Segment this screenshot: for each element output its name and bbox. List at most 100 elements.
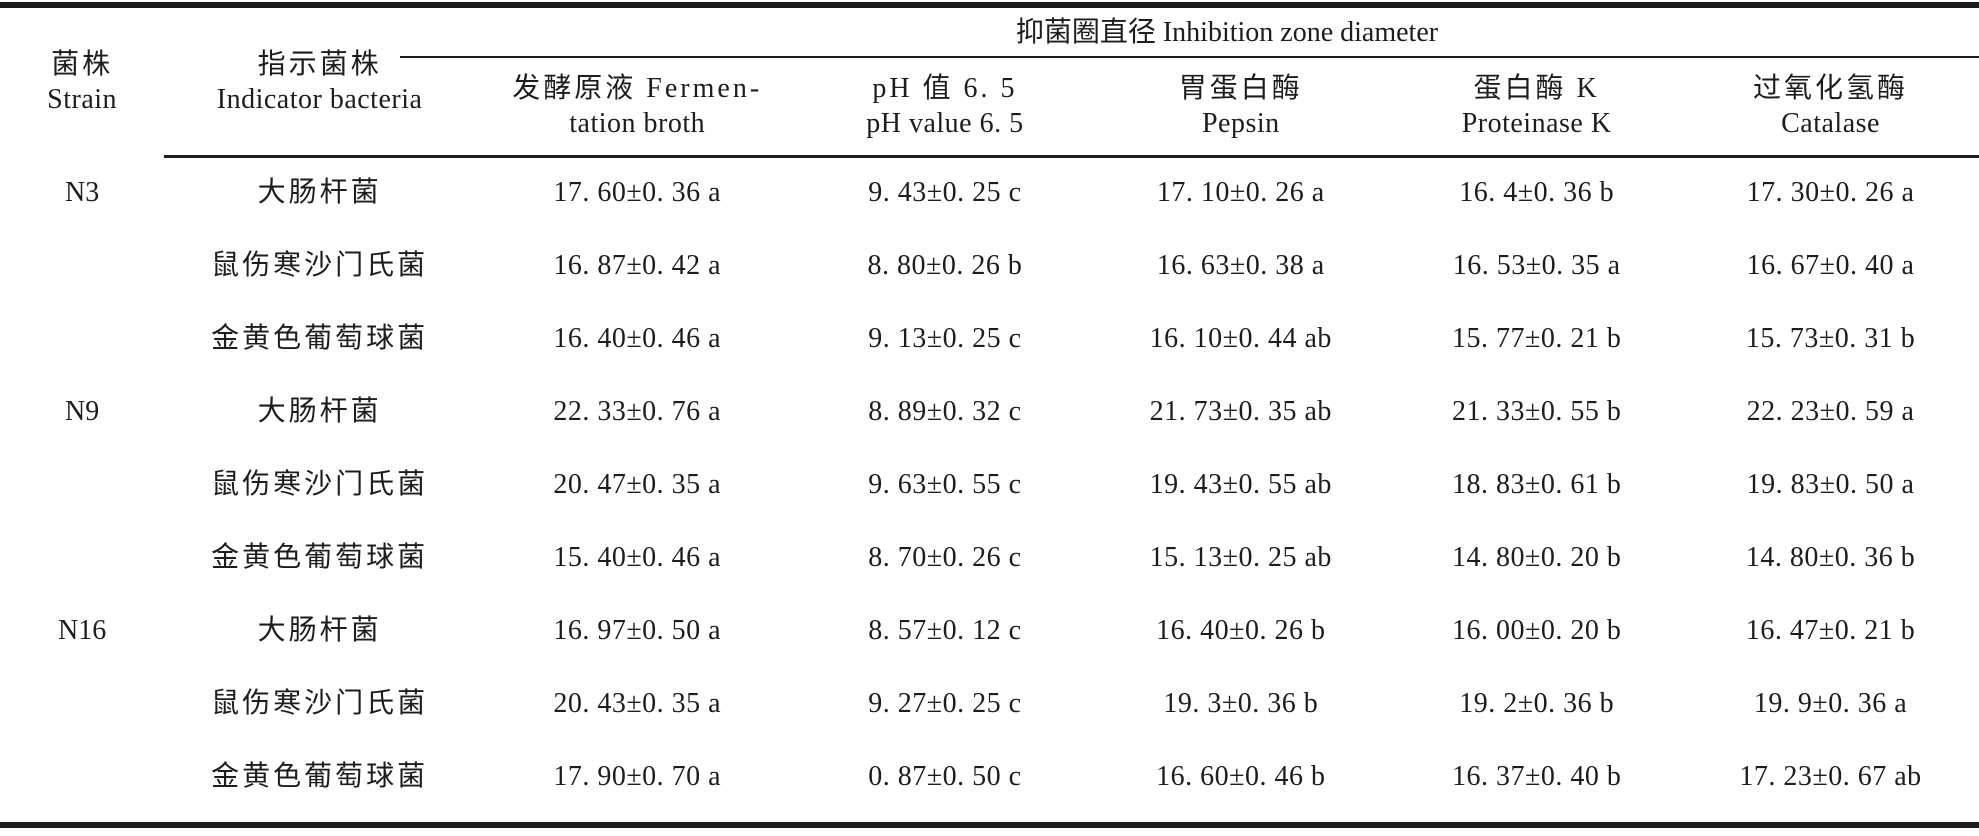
indicator-cell: 大肠杆菌	[257, 396, 382, 427]
table-row: 金黄色葡萄球菌 15. 40±0. 46 a 8. 70±0. 26 c 15.…	[0, 521, 1979, 594]
indicator-header-cell: 指示菌株 Indicator bacteria	[164, 8, 475, 156]
table-row: N16 大肠杆菌 16. 97±0. 50 a 8. 57±0. 12 c 16…	[0, 594, 1979, 667]
column-header-en: Catalase	[1781, 108, 1880, 139]
strain-cell: N9	[65, 396, 100, 427]
value-cell: 16. 60±0. 46 b	[1156, 761, 1326, 792]
column-header-en: pH value 6. 5	[866, 108, 1024, 139]
strain-cell: N16	[58, 615, 107, 646]
indicator-cell: 金黄色葡萄球菌	[211, 761, 429, 792]
value-cell: 16. 00±0. 20 b	[1451, 615, 1622, 646]
value-cell: 15. 13±0. 25 ab	[1149, 542, 1332, 573]
value-cell: 9. 63±0. 55 c	[868, 469, 1022, 500]
table-bottom-rule	[0, 822, 1979, 828]
column-header-zh: 过氧化氢酶	[1753, 73, 1909, 104]
column-header-row: 发酵原液 Fermen- tation broth pH 值 6. 5 pH v…	[0, 56, 1979, 156]
strain-header-en: Strain	[47, 84, 118, 115]
value-cell: 18. 83±0. 61 b	[1451, 469, 1622, 500]
inhibition-zone-table: 菌株 Strain 指示菌株 Indicator bacteria 抑菌圈直径 …	[0, 8, 1979, 813]
value-cell: 9. 13±0. 25 c	[868, 323, 1022, 354]
value-cell: 16. 40±0. 26 b	[1156, 615, 1326, 646]
value-cell: 14. 80±0. 20 b	[1451, 542, 1622, 573]
value-cell: 22. 33±0. 76 a	[553, 396, 722, 427]
strain-cell	[0, 667, 164, 740]
table-row: 鼠伤寒沙门氏菌 20. 47±0. 35 a 9. 63±0. 55 c 19.…	[0, 448, 1979, 521]
value-cell: 20. 43±0. 35 a	[553, 688, 722, 719]
column-header-zh: 发酵原液 Fermen-	[512, 73, 763, 104]
strain-cell	[0, 740, 164, 813]
value-cell: 8. 57±0. 12 c	[868, 615, 1022, 646]
value-cell: 17. 10±0. 26 a	[1156, 177, 1325, 208]
indicator-cell: 鼠伤寒沙门氏菌	[211, 250, 429, 281]
value-cell: 16. 53±0. 35 a	[1452, 250, 1621, 281]
table-row: 金黄色葡萄球菌 16. 40±0. 46 a 9. 13±0. 25 c 16.…	[0, 302, 1979, 375]
value-cell: 16. 4±0. 36 b	[1459, 177, 1615, 208]
column-header-en: Proteinase K	[1461, 108, 1612, 139]
table-row: N9 大肠杆菌 22. 33±0. 76 a 8. 89±0. 32 c 21.…	[0, 375, 1979, 448]
indicator-cell: 鼠伤寒沙门氏菌	[211, 469, 429, 500]
value-cell: 17. 23±0. 67 ab	[1739, 761, 1922, 792]
strain-cell	[0, 448, 164, 521]
value-cell: 8. 80±0. 26 b	[867, 250, 1023, 281]
table-row: 鼠伤寒沙门氏菌 16. 87±0. 42 a 8. 80±0. 26 b 16.…	[0, 229, 1979, 302]
column-header-en: tation broth	[569, 108, 706, 139]
strain-cell: N3	[65, 177, 100, 208]
value-cell: 9. 27±0. 25 c	[868, 688, 1022, 719]
value-cell: 16. 40±0. 46 a	[553, 323, 722, 354]
value-cell: 19. 2±0. 36 b	[1459, 688, 1615, 719]
indicator-cell: 金黄色葡萄球菌	[211, 323, 429, 354]
column-header-proteinase-k: 蛋白酶 K Proteinase K	[1391, 56, 1682, 156]
group-header-cell: 抑菌圈直径 Inhibition zone diameter	[1015, 16, 1439, 48]
value-cell: 16. 37±0. 40 b	[1451, 761, 1622, 792]
value-cell: 16. 63±0. 38 a	[1156, 250, 1325, 281]
table-top-rule	[0, 2, 1979, 8]
value-cell: 17. 30±0. 26 a	[1746, 177, 1915, 208]
column-header-zh: 胃蛋白酶	[1178, 73, 1303, 104]
value-cell: 16. 97±0. 50 a	[553, 615, 722, 646]
strain-cell	[0, 229, 164, 302]
indicator-cell: 大肠杆菌	[257, 177, 382, 208]
value-cell: 16. 47±0. 21 b	[1745, 615, 1916, 646]
column-header-pepsin: 胃蛋白酶 Pepsin	[1090, 56, 1391, 156]
value-cell: 21. 73±0. 35 ab	[1149, 396, 1332, 427]
value-cell: 17. 90±0. 70 a	[553, 761, 722, 792]
indicator-header-zh: 指示菌株	[257, 49, 382, 80]
value-cell: 9. 43±0. 25 c	[868, 177, 1022, 208]
indicator-cell: 金黄色葡萄球菌	[211, 542, 429, 573]
indicator-cell: 大肠杆菌	[257, 615, 382, 646]
table-row: 鼠伤寒沙门氏菌 20. 43±0. 35 a 9. 27±0. 25 c 19.…	[0, 667, 1979, 740]
strain-header-cell: 菌株 Strain	[0, 8, 164, 156]
indicator-cell: 鼠伤寒沙门氏菌	[211, 688, 429, 719]
column-header-rule	[164, 155, 1979, 158]
value-cell: 21. 33±0. 55 b	[1451, 396, 1622, 427]
value-cell: 16. 87±0. 42 a	[553, 250, 722, 281]
column-header-zh: pH 值 6. 5	[872, 73, 1018, 104]
value-cell: 14. 80±0. 36 b	[1745, 542, 1916, 573]
indicator-header-en: Indicator bacteria	[216, 84, 423, 115]
strain-header-zh: 菌株	[51, 49, 114, 80]
column-header-fermentation-broth: 发酵原液 Fermen- tation broth	[475, 56, 800, 156]
group-header-row: 菌株 Strain 指示菌株 Indicator bacteria 抑菌圈直径 …	[0, 8, 1979, 116]
value-cell: 19. 83±0. 50 a	[1746, 469, 1915, 500]
value-cell: 19. 9±0. 36 a	[1753, 688, 1908, 719]
value-cell: 8. 89±0. 32 c	[868, 396, 1022, 427]
value-cell: 15. 40±0. 46 a	[553, 542, 722, 573]
column-header-zh: 蛋白酶 K	[1473, 73, 1600, 104]
value-cell: 15. 73±0. 31 b	[1745, 323, 1916, 354]
column-header-en: Pepsin	[1201, 108, 1280, 139]
value-cell: 17. 60±0. 36 a	[553, 177, 722, 208]
value-cell: 22. 23±0. 59 a	[1746, 396, 1915, 427]
value-cell: 19. 3±0. 36 b	[1163, 688, 1319, 719]
value-cell: 16. 10±0. 44 ab	[1149, 323, 1332, 354]
value-cell: 0. 87±0. 50 c	[868, 761, 1022, 792]
strain-cell	[0, 302, 164, 375]
value-cell: 16. 67±0. 40 a	[1746, 250, 1915, 281]
value-cell: 20. 47±0. 35 a	[553, 469, 722, 500]
value-cell: 8. 70±0. 26 c	[868, 542, 1022, 573]
value-cell: 15. 77±0. 21 b	[1451, 323, 1622, 354]
column-header-catalase: 过氧化氢酶 Catalase	[1682, 56, 1979, 156]
value-cell: 19. 43±0. 55 ab	[1149, 469, 1332, 500]
strain-cell	[0, 521, 164, 594]
table-row: N3 大肠杆菌 17. 60±0. 36 a 9. 43±0. 25 c 17.…	[0, 156, 1979, 229]
table-row: 金黄色葡萄球菌 17. 90±0. 70 a 0. 87±0. 50 c 16.…	[0, 740, 1979, 813]
